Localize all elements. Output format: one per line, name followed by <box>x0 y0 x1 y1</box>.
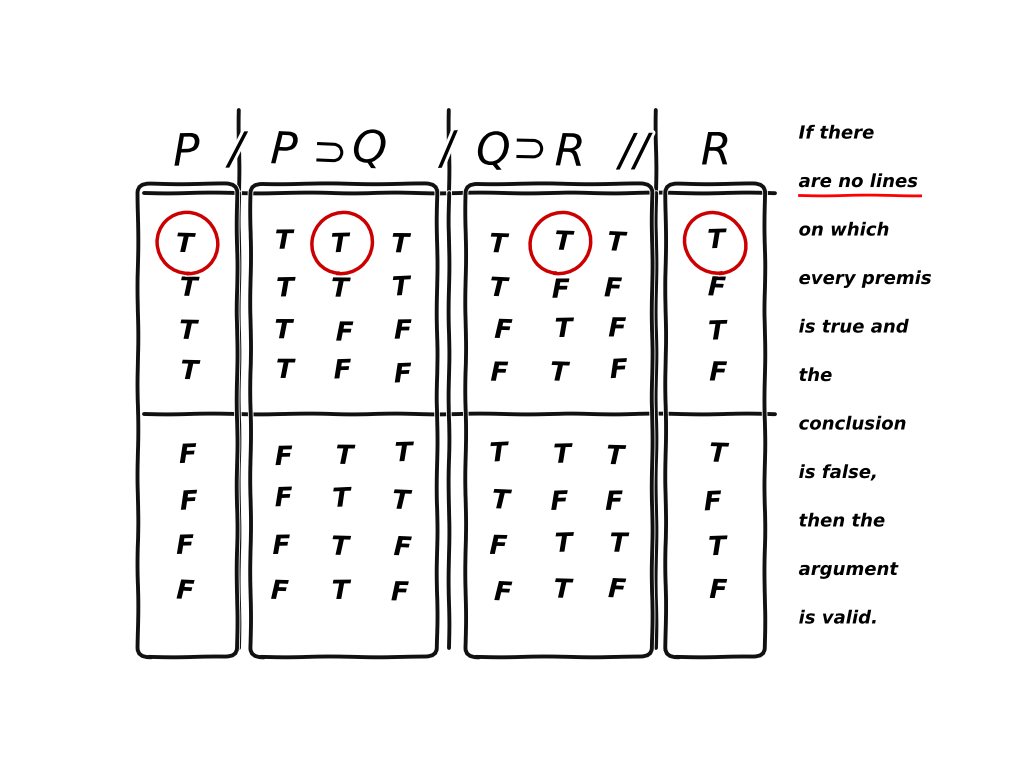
Text: /: / <box>228 130 244 173</box>
Text: F: F <box>394 319 413 345</box>
Text: F: F <box>333 358 352 385</box>
Text: F: F <box>393 535 413 561</box>
Text: P: P <box>172 131 201 175</box>
Text: T: T <box>175 232 195 258</box>
Text: F: F <box>708 275 726 302</box>
Text: F: F <box>393 362 413 389</box>
Text: P: P <box>269 129 298 174</box>
Text: is false,: is false, <box>799 464 878 482</box>
Text: F: F <box>178 442 198 469</box>
Text: F: F <box>494 318 513 344</box>
Text: then the: then the <box>799 512 885 531</box>
Text: T: T <box>274 229 293 255</box>
Text: argument: argument <box>799 561 898 579</box>
Text: F: F <box>490 361 509 387</box>
Text: T: T <box>554 531 573 558</box>
Text: T: T <box>554 316 572 343</box>
Text: T: T <box>707 228 726 254</box>
Text: T: T <box>332 579 350 605</box>
Text: F: F <box>274 485 293 512</box>
Text: T: T <box>553 578 571 604</box>
Text: conclusion: conclusion <box>799 415 906 433</box>
Text: F: F <box>391 581 410 607</box>
Text: T: T <box>332 486 351 513</box>
Text: If there: If there <box>799 124 874 143</box>
Text: T: T <box>553 442 571 469</box>
Text: T: T <box>492 488 510 515</box>
Text: every premis: every premis <box>799 270 932 288</box>
Text: ⊃: ⊃ <box>311 131 348 175</box>
Text: F: F <box>176 534 195 560</box>
Text: F: F <box>550 489 569 516</box>
Text: T: T <box>179 276 198 302</box>
Text: Q: Q <box>475 130 512 174</box>
Text: T: T <box>394 441 413 468</box>
Text: F: F <box>604 276 623 303</box>
Text: F: F <box>176 578 195 605</box>
Text: on which: on which <box>799 221 889 240</box>
Text: is true and: is true and <box>799 319 908 336</box>
Text: T: T <box>391 488 411 515</box>
Text: T: T <box>275 358 294 384</box>
Text: T: T <box>179 319 198 345</box>
Text: T: T <box>331 232 349 258</box>
Text: T: T <box>708 319 726 346</box>
Text: F: F <box>710 360 727 386</box>
Text: T: T <box>336 444 353 470</box>
Text: F: F <box>272 534 291 560</box>
Text: T: T <box>609 531 628 558</box>
Text: F: F <box>270 579 289 605</box>
Text: T: T <box>488 441 508 468</box>
Text: T: T <box>488 232 508 259</box>
Text: T: T <box>274 318 293 344</box>
Text: T: T <box>391 275 411 302</box>
Text: F: F <box>336 320 353 346</box>
Text: //: // <box>618 131 649 174</box>
Text: T: T <box>606 230 626 257</box>
Text: T: T <box>606 444 625 471</box>
Text: T: T <box>331 276 349 303</box>
Text: F: F <box>703 490 723 516</box>
Text: T: T <box>275 276 294 303</box>
Text: F: F <box>709 578 727 604</box>
Text: F: F <box>605 490 624 516</box>
Text: ⊃: ⊃ <box>512 128 548 171</box>
Text: are no lines: are no lines <box>799 173 918 191</box>
Text: T: T <box>708 535 727 561</box>
Text: F: F <box>489 534 508 561</box>
Text: F: F <box>609 357 629 384</box>
Text: F: F <box>607 577 627 604</box>
Text: F: F <box>179 489 199 516</box>
Text: F: F <box>608 316 627 343</box>
Text: Q: Q <box>351 127 388 172</box>
Text: R: R <box>700 131 732 174</box>
Text: the: the <box>799 367 833 385</box>
Text: is valid.: is valid. <box>799 610 878 627</box>
Text: F: F <box>494 580 513 607</box>
Text: T: T <box>331 535 349 561</box>
Text: T: T <box>550 360 568 387</box>
Text: T: T <box>554 230 572 257</box>
Text: R: R <box>554 131 586 175</box>
Text: T: T <box>488 276 508 303</box>
Text: T: T <box>180 359 199 386</box>
Text: F: F <box>274 445 293 471</box>
Text: /: / <box>439 129 457 173</box>
Text: T: T <box>709 442 727 468</box>
Text: T: T <box>391 232 410 258</box>
Text: F: F <box>552 278 569 304</box>
